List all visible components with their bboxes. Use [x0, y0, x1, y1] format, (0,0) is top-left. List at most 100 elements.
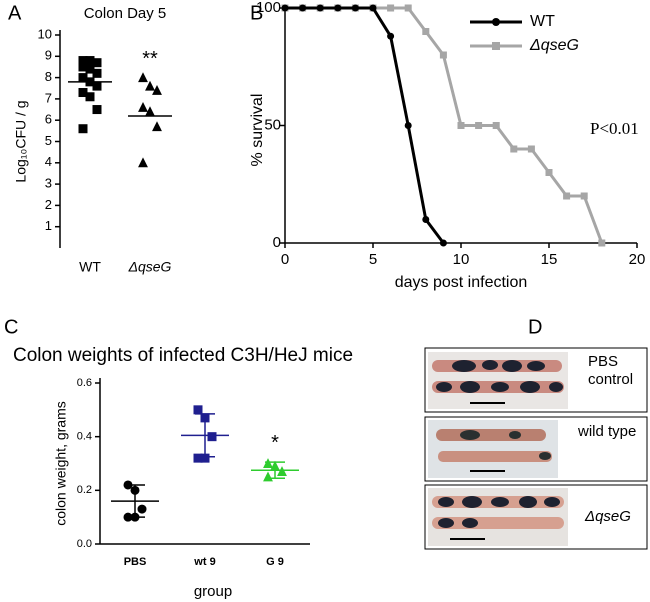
chart-title: Colon Day 5 [84, 5, 167, 22]
panel-label: A [8, 2, 22, 24]
y-tick-label: 0.6 [77, 377, 92, 389]
annotation: P<0.01 [590, 119, 639, 138]
panel-label: D [528, 316, 542, 338]
y-tick-label: 0 [273, 234, 281, 251]
marker [92, 81, 102, 91]
marker [200, 453, 210, 463]
y-tick-label: 1 [45, 218, 52, 233]
x-tick-label: 0 [281, 251, 289, 268]
error-bar [265, 461, 285, 480]
marker [138, 72, 148, 83]
y-tick-label: 0.2 [77, 484, 92, 496]
y-tick-label: 6 [45, 112, 52, 127]
marker [334, 4, 342, 12]
marker [92, 68, 102, 78]
marker [492, 42, 500, 50]
marker [439, 51, 447, 59]
y-tick-label: 4 [45, 154, 52, 169]
marker [85, 56, 95, 66]
y-tick-label: 2 [45, 197, 52, 212]
x-tick-label: G 9 [266, 556, 284, 568]
marker [92, 58, 102, 68]
y-tick-label: 9 [45, 48, 52, 63]
y-axis-label: colon weight, grams [53, 401, 69, 526]
marker [193, 405, 203, 415]
marker [580, 192, 588, 200]
y-axis-label: % survival [249, 94, 266, 167]
marker [145, 106, 155, 117]
y-tick-label: 3 [45, 176, 52, 191]
x-tick-label: ΔqseG [128, 259, 172, 275]
y-tick-label: 7 [45, 90, 52, 105]
marker [263, 471, 273, 482]
x-tick-label: wt 9 [193, 556, 215, 568]
marker [277, 466, 287, 477]
marker [404, 122, 412, 129]
x-tick-label: 10 [453, 251, 470, 268]
legend-label: ΔqseG [529, 37, 579, 54]
y-tick-label: 0.0 [77, 538, 92, 550]
marker [545, 169, 553, 176]
error-bar [125, 484, 145, 518]
marker [510, 145, 518, 153]
photo [428, 420, 558, 478]
marker [387, 32, 395, 40]
marker [404, 4, 412, 12]
marker [138, 102, 148, 112]
marker [492, 18, 500, 26]
marker [85, 92, 95, 102]
x-tick-label: 15 [541, 251, 558, 268]
marker [78, 73, 88, 83]
marker [207, 432, 217, 442]
marker [422, 28, 430, 35]
y-tick-label: 50 [264, 116, 281, 133]
marker [137, 504, 147, 514]
marker [527, 145, 535, 153]
marker [369, 4, 377, 12]
y-tick-label: 5 [45, 133, 52, 148]
marker [351, 4, 359, 12]
x-tick-label: 20 [629, 251, 646, 268]
significance: * [271, 432, 279, 454]
significance: ** [142, 48, 158, 70]
photo-label: PBS control [588, 353, 633, 388]
marker [138, 157, 148, 168]
photo-panel [424, 347, 648, 550]
panel-label: C [4, 316, 18, 338]
marker [492, 122, 500, 129]
marker [457, 122, 465, 129]
x-axis-label: group [194, 583, 232, 600]
y-tick-label: 10 [38, 26, 52, 41]
marker [193, 453, 203, 463]
x-axis-label: days post infection [395, 274, 528, 291]
photo-label: wild type [577, 423, 636, 440]
marker [78, 88, 88, 98]
chart-title: Colon weights of infected C3H/HeJ mice [13, 345, 353, 366]
y-tick-label: 100 [256, 0, 281, 16]
marker [152, 121, 162, 132]
series-line [285, 6, 445, 244]
marker [92, 105, 102, 115]
x-tick-label: PBS [124, 556, 147, 568]
x-tick-label: WT [79, 259, 101, 275]
y-axis-label: Log₁₀CFU / g [13, 100, 29, 182]
marker [78, 56, 88, 66]
panel-label: B [250, 2, 263, 24]
marker [387, 4, 395, 12]
marker [145, 80, 155, 91]
marker [299, 4, 307, 12]
error-bar [195, 413, 215, 458]
marker [316, 4, 324, 12]
marker [263, 458, 273, 468]
colon [438, 451, 552, 462]
marker [281, 4, 289, 12]
marker [85, 64, 95, 74]
marker [475, 122, 483, 129]
marker [422, 216, 430, 223]
y-tick-label: 0.4 [77, 431, 92, 443]
marker [598, 239, 606, 247]
marker [78, 62, 88, 72]
marker [439, 239, 447, 247]
colon [436, 429, 546, 441]
